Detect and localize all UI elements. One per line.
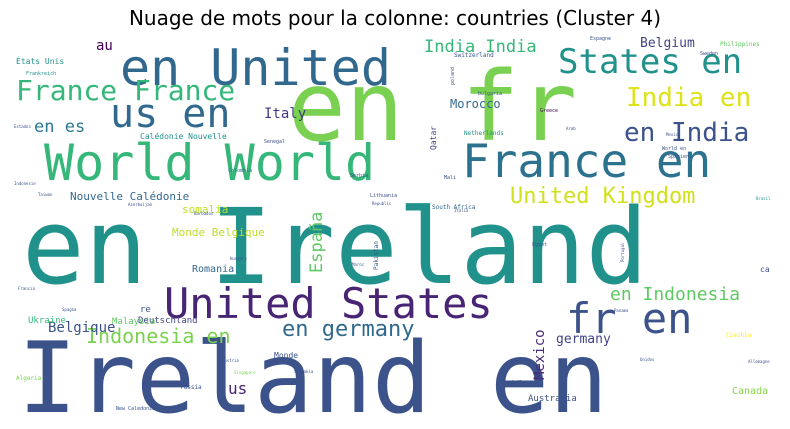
- word-27: Morocco: [450, 97, 501, 111]
- word-63: Spanien: [668, 154, 689, 160]
- word-86: Slovakia: [294, 369, 314, 374]
- word-60: Mali: [444, 175, 456, 181]
- word-24: germany: [556, 332, 611, 347]
- word-66: bulgaria: [478, 91, 502, 97]
- word-67: poland: [450, 67, 456, 85]
- word-54: russia: [180, 384, 202, 391]
- word-30: somalia: [182, 203, 228, 216]
- word-39: Qatar: [429, 126, 438, 150]
- word-57: Espagne: [590, 36, 611, 42]
- word-13: United Kingdom: [510, 184, 695, 209]
- word-14: en germany: [282, 317, 414, 342]
- word-17: España: [307, 212, 327, 273]
- word-11: India en: [626, 83, 751, 113]
- word-62: Sweden: [700, 51, 718, 57]
- word-3: World World: [44, 134, 375, 192]
- word-48: Colombia: [228, 168, 252, 174]
- word-53: Algeria: [16, 375, 42, 382]
- word-69: Barbados: [194, 211, 214, 216]
- word-83: Arab: [566, 126, 576, 131]
- word-16: en Indonesia: [610, 284, 740, 305]
- word-74: Francia: [18, 286, 35, 291]
- word-34: Ukraine: [28, 316, 66, 326]
- word-73: Estados: [14, 124, 31, 129]
- word-41: re: [140, 305, 151, 315]
- word-36: Australia: [528, 394, 577, 404]
- word-18: India India: [424, 37, 537, 57]
- word-75: Spagna: [62, 307, 77, 312]
- word-87: Maroc: [352, 262, 365, 267]
- word-6: United States: [164, 279, 493, 328]
- word-64: World en: [662, 146, 686, 152]
- word-10: France France: [16, 74, 235, 107]
- word-31: Romania: [192, 264, 234, 275]
- word-15: Indonesia en: [86, 324, 231, 348]
- word-25: us: [228, 379, 247, 398]
- word-26: au: [96, 38, 113, 54]
- word-71: Indonesie: [14, 181, 36, 186]
- word-37: Calédonie Nouvelle: [140, 131, 227, 141]
- word-0: en Ireland: [22, 186, 648, 308]
- word-59: Serbia: [350, 173, 368, 179]
- word-2: en fr: [288, 51, 577, 163]
- word-21: Belgique: [48, 320, 115, 336]
- word-33: Malaysia: [112, 317, 155, 327]
- word-4: en United: [120, 39, 391, 97]
- word-28: Nouvelle Calédonie: [70, 190, 189, 203]
- word-47: Frankreich: [26, 71, 56, 77]
- word-5: France en: [462, 134, 711, 188]
- word-77: Unidos: [640, 357, 655, 362]
- word-32: Deutschland: [138, 316, 198, 326]
- word-80: Austria: [222, 358, 239, 363]
- word-82: Panama: [614, 308, 629, 313]
- word-81: Portugal: [620, 242, 625, 262]
- word-46: Philippines: [720, 41, 760, 48]
- word-56: Pakistan: [373, 241, 380, 270]
- word-7: fr en: [566, 294, 692, 343]
- word-61: Egypt: [532, 242, 547, 248]
- word-72: Taiwan: [38, 192, 53, 197]
- word-79: Singapore: [234, 370, 256, 375]
- word-22: Italy: [264, 106, 306, 122]
- word-49: Lithuania: [370, 193, 397, 199]
- word-9: States en: [558, 42, 742, 82]
- word-68: Hungary: [230, 256, 247, 261]
- word-44: South Africa: [432, 204, 476, 211]
- word-42: ca: [760, 265, 770, 274]
- word-45: Switzerland: [454, 52, 494, 59]
- word-35: Canada: [732, 386, 768, 397]
- word-43: Netherlands: [464, 130, 504, 137]
- word-51: Chile: [508, 380, 526, 387]
- word-52: New Caledonia: [116, 406, 155, 412]
- word-85: Republic: [372, 201, 392, 206]
- word-29: Monde Belgique: [172, 226, 265, 239]
- word-55: Czechia: [726, 332, 752, 339]
- word-8: us en: [110, 91, 230, 137]
- word-58: Senegal: [264, 139, 285, 145]
- word-65: Mexico: [666, 132, 681, 137]
- word-1: Ireland en: [18, 322, 608, 429]
- word-50: Greece: [540, 108, 558, 114]
- word-23: Belgium: [640, 36, 695, 51]
- word-84: Brasil: [756, 196, 771, 201]
- word-19: en es: [34, 117, 85, 137]
- word-70: Azerbaijan: [128, 202, 153, 207]
- word-38: États Unis: [16, 55, 64, 66]
- word-76: Italia: [454, 208, 469, 213]
- word-20: Mexico: [532, 329, 548, 380]
- word-40: Monde: [274, 351, 298, 360]
- word-78: Allemagne: [748, 359, 770, 364]
- word-12: en India: [624, 118, 749, 148]
- chart-title: Nuage de mots pour la colonne: countries…: [128, 6, 662, 30]
